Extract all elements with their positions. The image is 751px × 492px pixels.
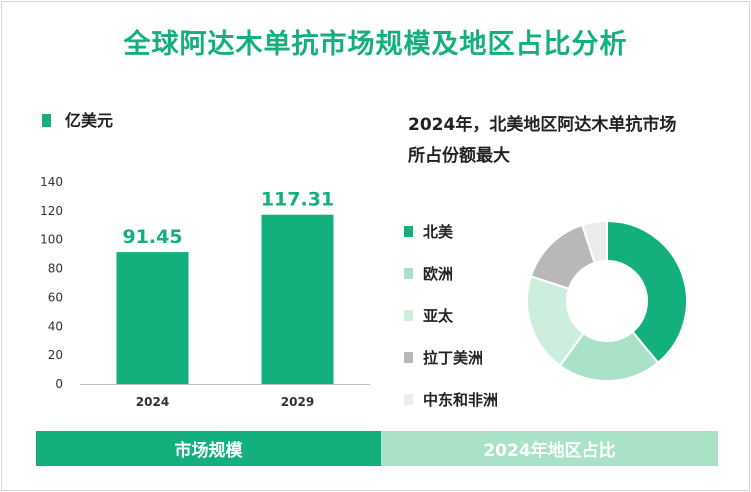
legend-item: 亚太 xyxy=(404,294,498,336)
bar-2024 xyxy=(116,252,189,384)
market-size-label: 市场规模 xyxy=(36,431,381,466)
legend-swatch xyxy=(404,393,413,405)
pie-subtitle: 2024年，北美地区阿达木单抗市场 所占份额最大 xyxy=(408,110,708,172)
legend-swatch xyxy=(404,351,413,363)
bar-2029 xyxy=(261,214,334,384)
y-tick-label: 60 xyxy=(48,290,63,304)
x-tick-label: 2024 xyxy=(136,395,169,409)
bar-value-label: 91.45 xyxy=(122,226,182,248)
unit-swatch xyxy=(42,114,51,127)
region-share-label: 2024年地区占比 xyxy=(381,431,718,466)
donut-slice-0 xyxy=(606,219,688,365)
unit-label: 亿美元 xyxy=(65,111,114,130)
legend-label: 欧洲 xyxy=(423,264,454,283)
pie-subtitle-line2: 所占份额最大 xyxy=(408,146,510,166)
legend-swatch xyxy=(404,309,413,321)
pie-subtitle-line1: 2024年，北美地区阿达木单抗市场 xyxy=(408,115,677,135)
legend-swatch xyxy=(404,225,413,237)
donut-slice-4 xyxy=(581,219,608,265)
legend-item: 中东和非洲 xyxy=(404,378,498,420)
y-tick-label: 100 xyxy=(40,233,63,247)
legend-label: 亚太 xyxy=(423,306,454,325)
legend-item: 拉丁美洲 xyxy=(404,336,498,378)
legend-item: 欧洲 xyxy=(404,252,498,294)
legend-label: 拉丁美洲 xyxy=(423,348,484,367)
legend-swatch xyxy=(404,267,413,279)
y-tick-label: 120 xyxy=(40,204,63,218)
chart-title: 全球阿达木单抗市场规模及地区占比分析 xyxy=(123,29,628,60)
unit-legend: 亿美元 xyxy=(42,107,113,131)
y-tick-label: 140 xyxy=(40,175,63,189)
legend-label: 北美 xyxy=(423,222,454,241)
y-tick-label: 80 xyxy=(48,262,63,276)
y-tick-label: 40 xyxy=(48,319,63,333)
x-tick-label: 2029 xyxy=(281,395,314,409)
y-tick-label: 20 xyxy=(48,348,63,362)
y-tick-label: 0 xyxy=(55,377,63,391)
pie-legend: 北美欧洲亚太拉丁美洲中东和非洲 xyxy=(404,210,498,420)
bar-value-label: 117.31 xyxy=(261,189,334,211)
legend-label: 中东和非洲 xyxy=(423,390,499,409)
legend-item: 北美 xyxy=(404,210,498,252)
